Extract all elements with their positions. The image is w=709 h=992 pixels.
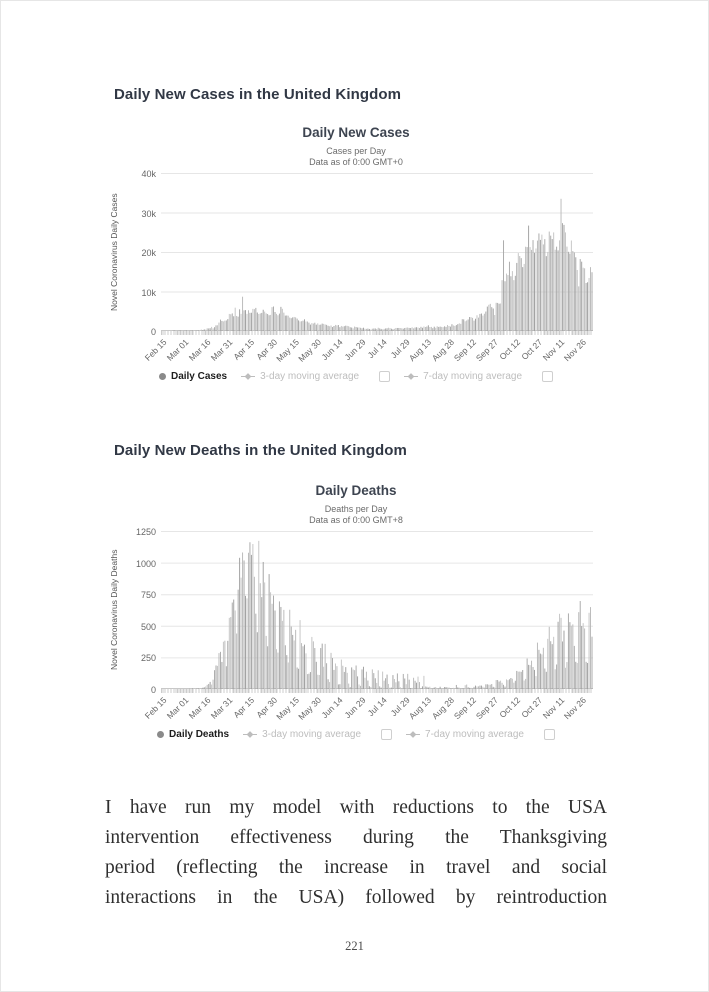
legend-item-daily-deaths[interactable]: Daily Deaths [157,729,229,740]
deaths-section-heading: Daily New Deaths in the United Kingdom [114,442,407,459]
x-axis-tick-label: Mar 16 [186,695,213,721]
y-axis-tick-label: 250 [140,653,156,664]
x-axis-tick-label: Jun 29 [341,337,368,363]
bars-plot [161,173,593,331]
x-axis-tick-label: Oct 12 [497,695,522,720]
chart-subtitle: Deaths per Day [324,504,388,514]
x-axis-tick-label: Oct 12 [497,337,522,362]
cases-section-heading: Daily New Cases in the United Kingdom [114,86,402,103]
y-axis-tick-label: 750 [140,590,156,601]
x-axis-tick-label: Jul 14 [366,337,390,361]
x-axis-tick-label: Mar 01 [164,695,191,721]
x-axis-tick-label: Nov 26 [562,337,589,364]
legend-item-label: Daily Cases [170,371,228,382]
legend-item-daily-cases[interactable]: Daily Cases [158,371,228,382]
y-axis-tick-label: 1000 [135,558,156,569]
x-axis-tick-label: Nov 26 [562,695,589,722]
y-axis-title: Novel Coronavirus Daily Deaths [109,549,119,671]
x-axis-tick-label: Apr 15 [231,337,257,362]
x-axis-tick-label: Jun 14 [319,695,345,721]
y-axis-tick-label: 20k [141,248,156,258]
x-axis-tick-label: May 30 [296,695,323,722]
legend-item-7-day-moving-average[interactable]: 7-day moving average [406,729,524,740]
x-axis-tick-label: Aug 13 [407,337,434,364]
chart-legend: Daily Deaths 3-day moving average 7-day mo… [106,729,606,740]
moving-average-line-marker-icon [243,731,258,738]
legend-checkbox[interactable] [542,371,554,382]
x-axis-tick-label: Sep 12 [451,337,478,364]
daily-new-deaths-chart: Daily Deaths Deaths per Day Data as of 0… [106,479,606,751]
x-axis-day-ticks [161,331,593,335]
y-axis-tick-label: 30k [141,208,156,219]
chart-title: Daily New Cases [302,125,410,140]
x-axis-tick-label: Feb 15 [142,337,169,363]
x-axis-tick-label: Jun 29 [341,695,368,721]
x-axis-tick-label: Oct 27 [519,337,545,362]
legend-item-label: 3-day moving average [262,729,362,740]
paragraph-line: period (reflecting the increase in trave… [105,857,607,878]
chart-data-as-of: Data as of 0:00 GMT+0 [309,157,403,167]
x-axis-tick-label: Oct 27 [519,695,545,720]
moving-average-line-marker-icon [404,373,419,380]
x-axis-tick-label: Nov 11 [540,695,567,721]
x-axis-tick-label: Sep 27 [473,337,500,364]
x-axis-tick-label: Aug 28 [429,337,456,364]
paragraph-line: interactions in the USA) followed by rei… [105,887,607,908]
x-axis-tick-label: May 30 [296,337,323,364]
x-axis-tick-label: Aug 13 [407,695,434,722]
legend-item-label: 7-day moving average [425,729,524,740]
x-axis-tick-label: Mar 31 [208,695,235,721]
daily-new-cases-chart: Daily New Cases Cases per Day Data as of… [106,121,606,393]
x-axis-tick-label: Apr 15 [231,695,257,720]
chart-title: Daily Deaths [315,483,397,498]
legend-item-label: 3-day moving average [260,371,360,382]
x-axis-tick-label: Jun 14 [319,337,345,363]
x-axis-tick-label: May 15 [273,695,301,722]
y-axis-tick-label: 0 [150,327,156,337]
legend-item-label: 7-day moving average [423,371,523,382]
moving-average-line-marker-icon [241,373,256,380]
y-axis-tick-label: 1250 [135,527,156,537]
legend-item-3-day-moving-average[interactable]: 3-day moving average [241,371,359,382]
x-axis-tick-label: May 15 [273,337,301,364]
legend-checkbox[interactable] [543,729,555,740]
x-axis-tick-label: Sep 27 [473,695,500,722]
x-axis-tick-label: Sep 12 [451,695,478,722]
bars-plot [161,531,593,689]
series-dot-marker-icon [158,373,166,380]
y-axis-tick-label: 500 [140,621,156,632]
moving-average-line-marker-icon [406,731,421,738]
paragraph-line: intervention effectiveness during the Th… [105,827,607,848]
y-axis-tick-label: 0 [150,685,156,695]
chart-data-as-of: Data as of 0:00 GMT+8 [309,515,403,525]
y-axis-tick-label: 10k [141,287,156,298]
body-text: I have run my model with reductions to t… [105,793,607,913]
y-axis-tick-label: 40k [141,169,156,179]
paragraph-line: I have run my model with reductions to t… [105,797,607,818]
legend-checkbox[interactable] [379,371,391,382]
chart-subtitle: Cases per Day [326,146,386,156]
x-axis-tick-label: Nov 11 [540,337,567,363]
x-axis-tick-label: Aug 28 [429,695,456,722]
chart-legend: Daily Cases 3-day moving average 7-day mov… [106,371,606,382]
x-axis-tick-label: Mar 31 [208,337,235,363]
legend-item-7-day-moving-average[interactable]: 7-day moving average [404,371,522,382]
x-axis-tick-label: Mar 16 [186,337,213,363]
legend-item-label: Daily Deaths [169,729,230,740]
legend-item-3-day-moving-average[interactable]: 3-day moving average [243,729,361,740]
legend-checkbox[interactable] [381,729,393,740]
x-axis-tick-label: Feb 15 [142,695,169,721]
series-dot-marker-icon [157,731,165,738]
x-axis-day-ticks [161,689,593,693]
x-axis-tick-label: Jul 14 [366,695,390,719]
page-number: 221 [345,939,364,953]
x-axis-tick-label: Mar 01 [164,337,191,363]
